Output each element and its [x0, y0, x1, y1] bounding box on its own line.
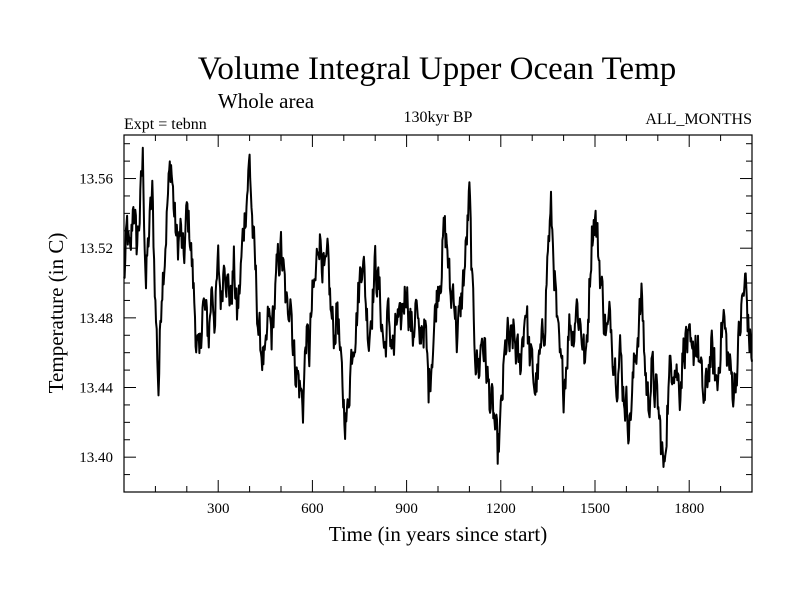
y-tick-label: 13.40 — [79, 450, 113, 466]
y-tick-label: 13.52 — [79, 241, 113, 257]
x-tick-label: 1200 — [486, 501, 516, 517]
axis-ticks — [124, 135, 752, 492]
chart-title: Volume Integral Upper Ocean Temp — [198, 51, 676, 87]
x-tick-label: 900 — [395, 501, 418, 517]
y-tick-label: 13.56 — [79, 172, 113, 188]
y-tick-labels: 13.40 13.44 13.48 13.52 13.56 — [79, 172, 113, 467]
y-axis-label: Temperature (in C) — [44, 233, 68, 394]
y-tick-label: 13.44 — [79, 381, 113, 397]
chart-subtitle: Whole area — [218, 89, 315, 113]
plot-frame — [123, 134, 753, 493]
x-tick-label: 300 — [207, 501, 230, 517]
months-label: ALL_MONTHS — [645, 111, 752, 128]
x-tick-label: 1500 — [580, 501, 610, 517]
x-axis-label: Time (in years since start) — [329, 522, 548, 546]
experiment-label: Expt = tebnn — [124, 116, 207, 133]
period-label: 130kyr BP — [404, 109, 473, 126]
x-tick-label: 1800 — [674, 501, 704, 517]
x-tick-labels: 300 600 900 1200 1500 1800 — [207, 501, 704, 517]
y-tick-label: 13.48 — [79, 311, 113, 327]
temperature-series-line — [123, 146, 753, 468]
x-tick-label: 600 — [301, 501, 324, 517]
